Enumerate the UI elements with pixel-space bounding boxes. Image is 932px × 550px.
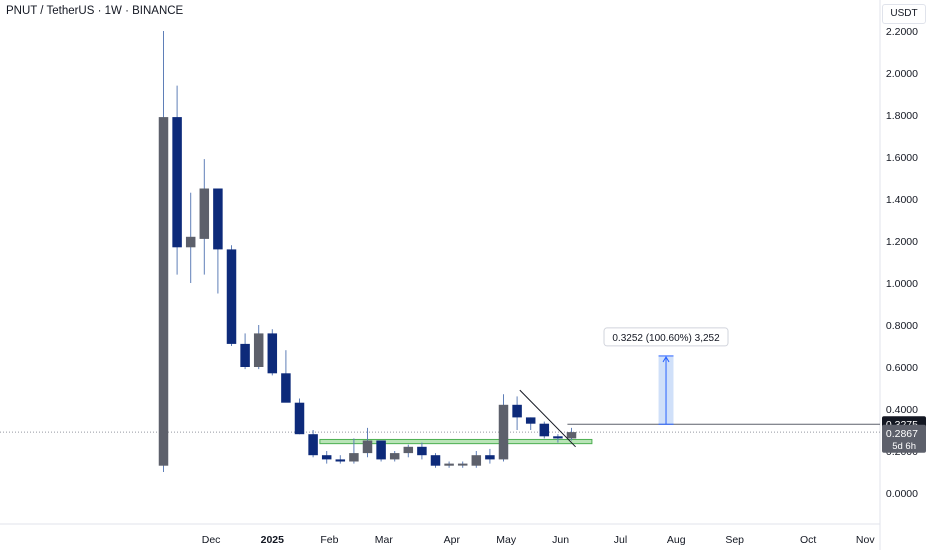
candle-body <box>362 440 373 454</box>
chart-grid <box>0 0 881 550</box>
y-tick-label: 0.0000 <box>886 488 918 500</box>
candle-body <box>389 453 400 460</box>
candle-body <box>321 455 332 460</box>
x-tick-label: Aug <box>667 534 686 546</box>
y-tick-label: 1.8000 <box>886 110 918 122</box>
candle-body <box>417 446 427 456</box>
candle-body <box>525 417 536 424</box>
price-label-current-box <box>882 424 926 453</box>
x-tick-label: Oct <box>800 534 816 546</box>
y-tick-label: 2.0000 <box>886 68 918 80</box>
candle-body <box>185 236 196 248</box>
x-tick-label: 2025 <box>261 534 285 546</box>
x-tick-label: Apr <box>444 534 461 546</box>
x-tick-label: Jun <box>552 534 569 546</box>
candle-body <box>403 446 414 454</box>
candle-body <box>199 188 210 239</box>
candles-layer <box>158 31 577 472</box>
symbol-title: PNUT / TetherUS · 1W · BINANCE <box>6 5 184 17</box>
y-tick-label: 2.2000 <box>886 26 918 38</box>
x-tick-label: May <box>496 534 517 546</box>
candle-body <box>253 333 264 367</box>
x-tick-label: Jul <box>614 534 627 546</box>
candle-body <box>485 455 495 460</box>
candle-body <box>430 455 441 466</box>
y-tick-label: 1.2000 <box>886 236 918 248</box>
candle-body <box>349 453 359 462</box>
y-tick-label: 1.4000 <box>886 194 918 206</box>
axes-layer: 2.2000 2.0000 1.8000 1.6000 1.4000 1.2000 1.00… <box>202 26 926 546</box>
bar-countdown-label: 5d 6h <box>892 441 916 452</box>
x-tick-label: Feb <box>320 534 338 546</box>
candle-body <box>240 343 250 367</box>
candle-body <box>457 463 468 466</box>
candle-body <box>308 434 318 456</box>
measure-label: 0.3252 (100.60%) 3,252 <box>612 333 720 344</box>
candle-body <box>267 333 278 374</box>
candle-body <box>512 404 522 418</box>
candle-body <box>566 432 577 439</box>
candle-body <box>294 402 305 435</box>
currency-button[interactable]: USDT <box>882 4 926 24</box>
support-zone[interactable] <box>319 438 593 445</box>
candle-body <box>553 436 563 439</box>
measure-label-box <box>603 327 729 347</box>
candle-body <box>158 117 169 466</box>
candle-body <box>226 249 237 344</box>
candle-body <box>498 404 509 460</box>
support-zone-layer <box>319 438 593 445</box>
y-tick-label: 1.0000 <box>886 278 918 290</box>
candle-body <box>213 188 223 250</box>
candle-body <box>281 373 291 403</box>
candle-body <box>471 455 482 466</box>
x-tick-label: Nov <box>856 534 875 546</box>
measure-arrow-icon <box>662 355 670 363</box>
y-tick-label: 0.6000 <box>886 362 918 374</box>
x-tick-label: Dec <box>202 534 221 546</box>
candle-body <box>172 117 182 248</box>
x-tick-label: Mar <box>375 534 394 546</box>
candle-body <box>444 463 454 466</box>
y-tick-label: 1.6000 <box>886 152 918 164</box>
y-tick-label: 0.8000 <box>886 320 918 332</box>
x-tick-label: Sep <box>725 534 744 546</box>
trendline[interactable] <box>519 389 576 448</box>
candle-body <box>539 423 550 437</box>
candle-body <box>376 440 386 460</box>
y-tick-label: 0.4000 <box>886 404 918 416</box>
drawings-layer: 0.3252 (100.60%) 3,252 <box>519 327 880 448</box>
price-label-current: 0.2867 <box>886 428 918 440</box>
candle-body <box>335 459 346 462</box>
